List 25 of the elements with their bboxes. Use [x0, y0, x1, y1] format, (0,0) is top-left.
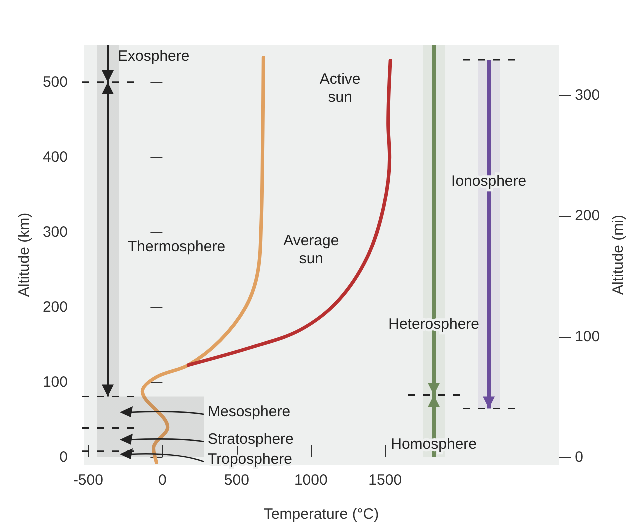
- series-label: Active sun: [320, 70, 361, 106]
- x-tick-label: 0: [158, 472, 167, 489]
- x-tick-label: -500: [73, 472, 104, 489]
- x-tick-label: 500: [224, 472, 250, 489]
- y2-axis-title: Altitude (mi): [610, 214, 627, 296]
- x-tick-label: 1500: [368, 472, 402, 489]
- y-tick-label: 500: [42, 74, 68, 91]
- band-label: Mesosphere: [208, 403, 291, 420]
- y-tick-label: 300: [42, 224, 68, 241]
- y-tick-label: 200: [42, 299, 68, 316]
- y-tick-label: 0: [60, 449, 68, 466]
- y-axis-title: Altitude (km): [16, 212, 33, 298]
- band-label: Stratosphere: [208, 430, 294, 448]
- band-label: Thermosphere: [128, 238, 226, 256]
- y2-tick-label: 300: [575, 86, 600, 104]
- x-tick-label: 1000: [294, 472, 328, 489]
- y-tick-label: 400: [42, 149, 68, 166]
- y2-tick-label: 0: [575, 449, 584, 466]
- y-tick-label: 100: [42, 374, 68, 391]
- x-axis-title: Temperature (°C): [264, 506, 380, 523]
- band-label: Troposphere: [208, 450, 292, 468]
- y2-tick-label: 200: [575, 208, 600, 225]
- series-label: Average sun: [284, 232, 340, 268]
- band-label: Exosphere: [118, 48, 190, 65]
- y2-tick-label: 100: [575, 328, 600, 346]
